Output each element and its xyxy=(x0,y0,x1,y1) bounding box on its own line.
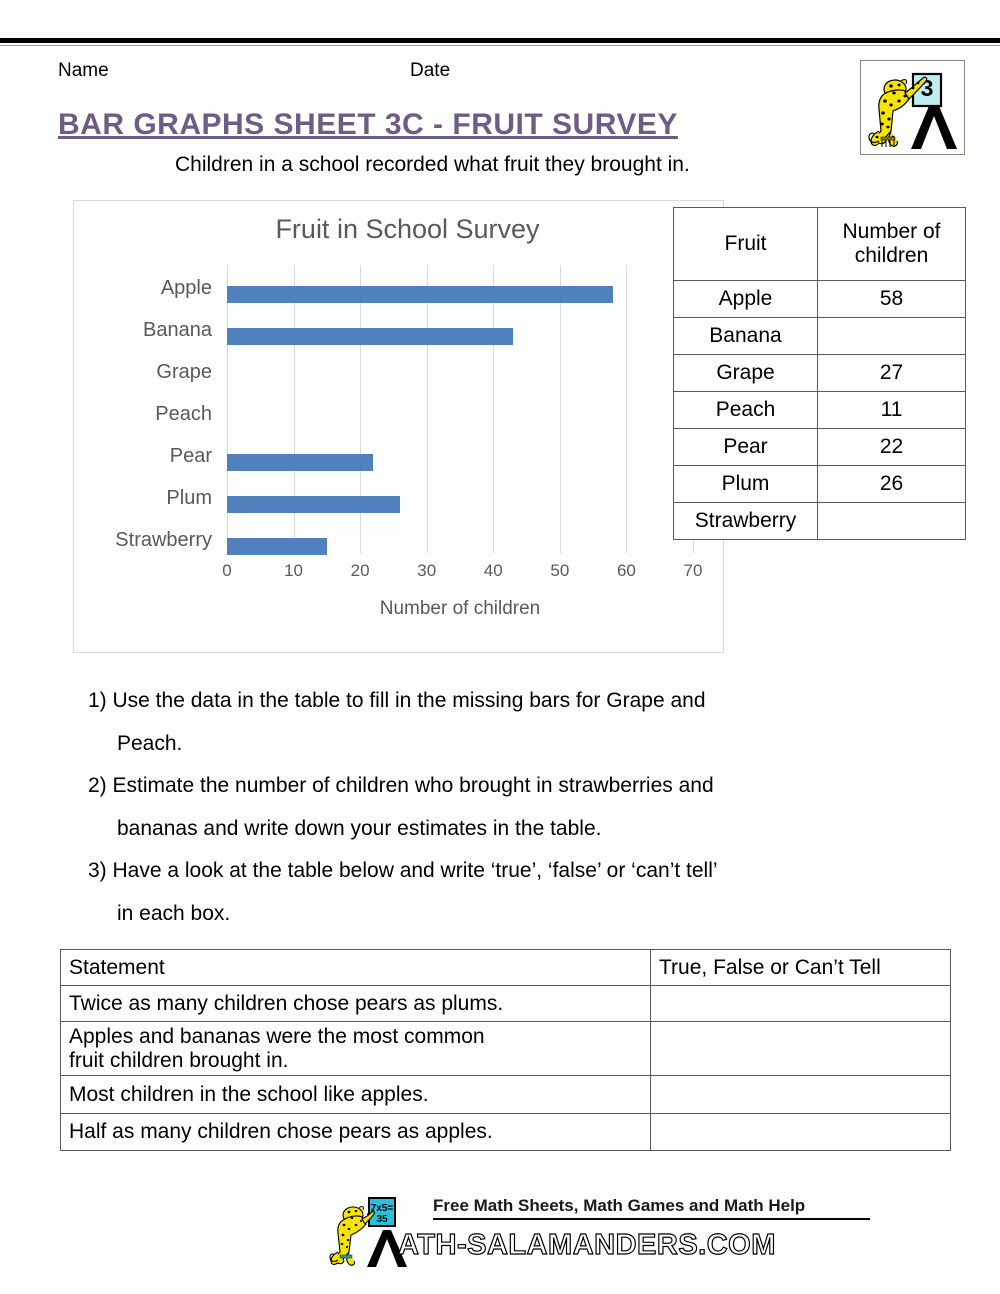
svg-text:35: 35 xyxy=(376,1214,388,1225)
